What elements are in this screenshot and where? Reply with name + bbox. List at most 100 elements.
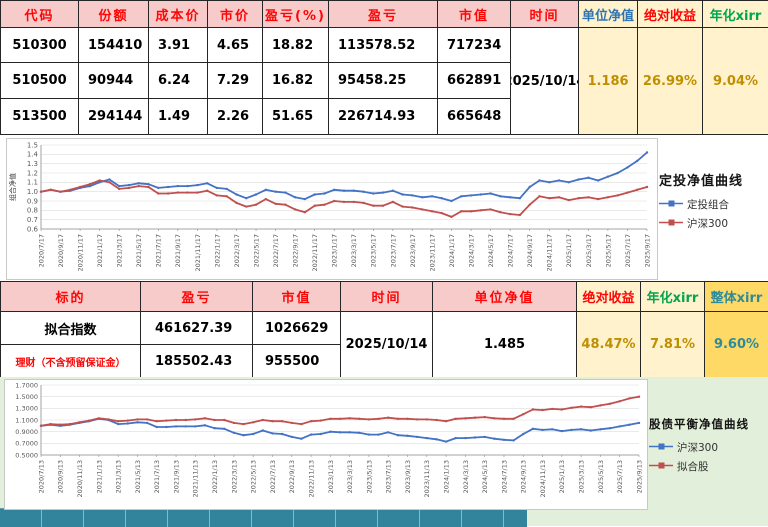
time-value[interactable]: 2025/10/14 (341, 312, 433, 378)
svg-text:2020/11/13: 2020/11/13 (76, 460, 84, 497)
svg-text:1.1000: 1.1000 (15, 416, 38, 424)
table-cell[interactable]: 2.26 (208, 99, 263, 135)
table-cell[interactable]: 662891 (438, 63, 511, 99)
svg-text:2022/7/17: 2022/7/17 (272, 234, 280, 267)
svg-text:0.7: 0.7 (27, 216, 38, 224)
abs-return-value[interactable]: 48.47% (577, 312, 641, 378)
overall-xirr-value[interactable]: 9.60% (705, 312, 768, 378)
table-cell[interactable]: 51.65 (263, 99, 329, 135)
abs-return-value[interactable]: 26.99% (638, 28, 703, 135)
svg-text:2024/3/13: 2024/3/13 (462, 460, 470, 493)
header-market-price[interactable]: 市价 (208, 1, 263, 28)
svg-text:2024/1/17: 2024/1/17 (448, 234, 456, 267)
svg-text:2024/11/13: 2024/11/13 (539, 460, 547, 497)
legend-item-dca-portfolio[interactable]: 定投组合 (659, 197, 765, 212)
table-cell[interactable]: 3.91 (149, 28, 208, 63)
svg-text:1.5000: 1.5000 (15, 393, 38, 401)
legend-label: 拟合股 (677, 461, 709, 473)
table-cell[interactable]: 510500 (1, 63, 79, 99)
header-cost-price[interactable]: 成本价 (149, 1, 208, 28)
table-cell[interactable]: 510300 (1, 28, 79, 63)
header-unit-nav[interactable]: 单位净值 (579, 1, 638, 28)
xirr-value[interactable]: 9.04% (703, 28, 768, 135)
unit-nav-value[interactable]: 1.485 (433, 312, 577, 378)
svg-text:2023/5/13: 2023/5/13 (365, 460, 373, 493)
table-cell[interactable]: 4.65 (208, 28, 263, 63)
header-time[interactable]: 时间 (341, 282, 433, 312)
chart2-title: 股债平衡净值曲线 (649, 417, 749, 431)
legend-item-csi300[interactable]: 沪深300 (659, 216, 765, 231)
table-cell[interactable]: 16.82 (263, 63, 329, 99)
svg-text:2020/7/13: 2020/7/13 (37, 460, 45, 493)
balanced-portfolio-table: 标的 盈亏 市值 时间 单位净值 绝对收益 年化xirr 整体xirr 2025… (0, 281, 768, 378)
table-cell[interactable]: 95458.25 (329, 63, 438, 99)
table-cell[interactable]: 90944 (79, 63, 149, 99)
table-cell[interactable]: 理财（不含预留保证金） (1, 345, 141, 378)
header-xirr[interactable]: 年化xirr (641, 282, 705, 312)
table-cell[interactable]: 1026629 (253, 312, 341, 345)
svg-text:2020/7/17: 2020/7/17 (37, 234, 45, 267)
series-marker-icon (649, 461, 673, 473)
header-market-value[interactable]: 市值 (438, 1, 511, 28)
table-cell[interactable]: 955500 (253, 345, 341, 378)
table-cell[interactable]: 513500 (1, 99, 79, 135)
svg-text:2024/5/17: 2024/5/17 (487, 234, 495, 267)
svg-text:2024/7/17: 2024/7/17 (507, 234, 515, 267)
svg-text:组合净值: 组合净值 (8, 173, 17, 201)
svg-text:2021/11/17: 2021/11/17 (194, 234, 202, 271)
svg-text:2023/11/13: 2023/11/13 (423, 460, 431, 497)
svg-text:2024/9/13: 2024/9/13 (520, 460, 528, 493)
table-cell[interactable]: 665648 (438, 99, 511, 135)
svg-text:2022/7/13: 2022/7/13 (269, 460, 277, 493)
table-cell[interactable]: 6.24 (149, 63, 208, 99)
svg-text:1.0: 1.0 (27, 188, 38, 196)
table-cell[interactable]: 717234 (438, 28, 511, 63)
xirr-value[interactable]: 7.81% (641, 312, 705, 378)
svg-text:1.1: 1.1 (27, 179, 38, 187)
svg-text:2021/11/13: 2021/11/13 (192, 460, 200, 497)
table-cell[interactable]: 294144 (79, 99, 149, 135)
header-code[interactable]: 代码 (1, 1, 79, 28)
table-cell[interactable]: 461627.39 (141, 312, 253, 345)
header-market-value[interactable]: 市值 (253, 282, 341, 312)
table-cell[interactable]: 154410 (79, 28, 149, 63)
svg-text:2022/11/13: 2022/11/13 (307, 460, 315, 497)
svg-text:2022/9/13: 2022/9/13 (288, 460, 296, 493)
header-shares[interactable]: 份额 (79, 1, 149, 28)
legend-item-fitted-stock[interactable]: 拟合股 (649, 459, 767, 474)
header-pnl[interactable]: 盈亏 (141, 282, 253, 312)
header-xirr[interactable]: 年化xirr (703, 1, 768, 28)
svg-text:2022/5/17: 2022/5/17 (252, 234, 260, 267)
svg-text:2023/11/17: 2023/11/17 (428, 234, 436, 271)
table-cell[interactable]: 226714.93 (329, 99, 438, 135)
chart1-legend: 定投组合 沪深300 (659, 197, 765, 231)
table-cell[interactable]: 113578.52 (329, 28, 438, 63)
header-overall-xirr[interactable]: 整体xirr (705, 282, 768, 312)
unit-nav-value[interactable]: 1.186 (579, 28, 638, 135)
svg-text:2021/5/13: 2021/5/13 (134, 460, 142, 493)
header-pnl-pct[interactable]: 盈亏(%) (263, 1, 329, 28)
svg-text:0.9000: 0.9000 (15, 428, 38, 436)
table-cell[interactable]: 185502.43 (141, 345, 253, 378)
header-pnl[interactable]: 盈亏 (329, 1, 438, 28)
table-cell[interactable]: 18.82 (263, 28, 329, 63)
svg-text:1.3: 1.3 (27, 160, 38, 168)
svg-text:2025/7/13: 2025/7/13 (616, 460, 624, 493)
svg-text:2023/7/13: 2023/7/13 (385, 460, 393, 493)
legend-item-csi300[interactable]: 沪深300 (649, 440, 767, 455)
header-abs-return[interactable]: 绝对收益 (638, 1, 703, 28)
header-time[interactable]: 时间 (511, 1, 579, 28)
table-cell[interactable]: 7.29 (208, 63, 263, 99)
svg-text:1.3000: 1.3000 (15, 405, 38, 413)
svg-text:2022/1/17: 2022/1/17 (213, 234, 221, 267)
header-abs-return[interactable]: 绝对收益 (577, 282, 641, 312)
time-value[interactable]: 2025/10/14 (511, 28, 579, 135)
table-cell[interactable]: 拟合指数 (1, 312, 141, 345)
svg-text:2020/9/13: 2020/9/13 (57, 460, 65, 493)
header-target[interactable]: 标的 (1, 282, 141, 312)
table-cell[interactable]: 1.49 (149, 99, 208, 135)
series-marker-icon (649, 442, 673, 454)
header-unit-nav[interactable]: 单位净值 (433, 282, 577, 312)
svg-text:2024/3/17: 2024/3/17 (467, 234, 475, 267)
